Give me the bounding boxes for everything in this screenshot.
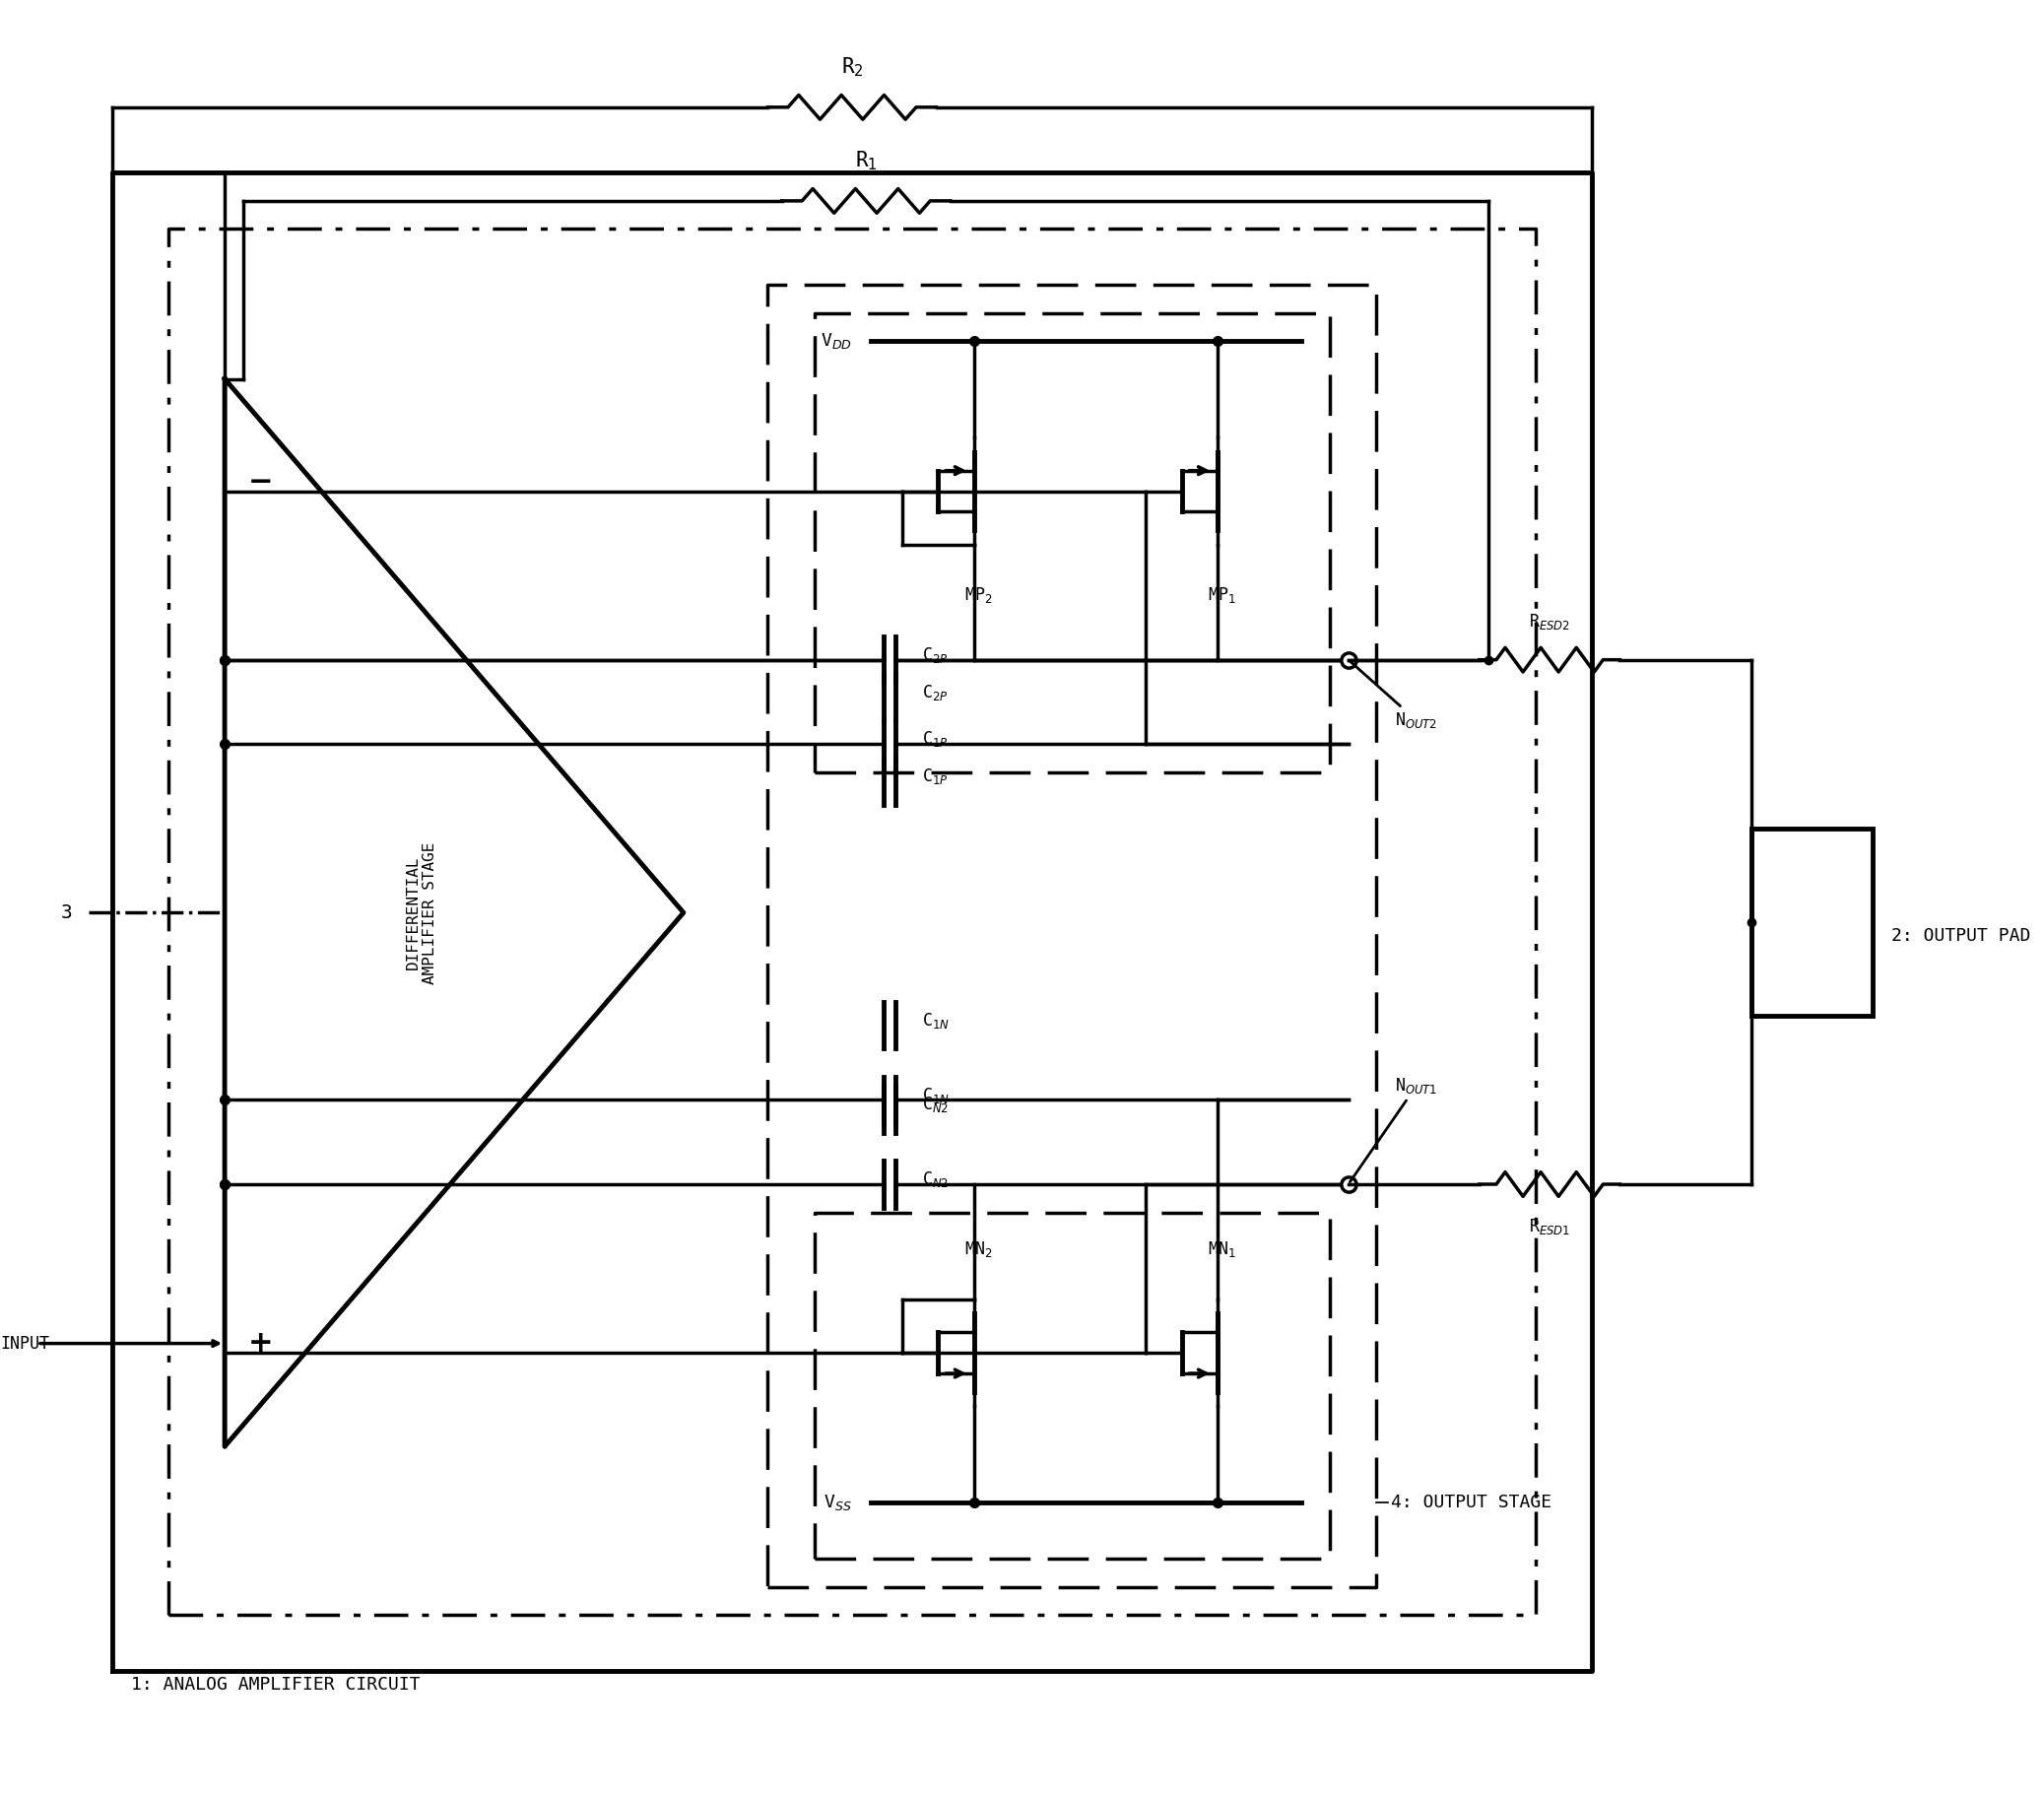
Text: C$_{2P}$: C$_{2P}$ — [922, 644, 948, 664]
Text: MP$_1$: MP$_1$ — [1208, 585, 1237, 605]
Text: C$_{1P}$: C$_{1P}$ — [922, 767, 948, 787]
Text: 2: OUTPUT PAD: 2: OUTPUT PAD — [1891, 927, 2030, 945]
Text: 4: OUTPUT STAGE: 4: OUTPUT STAGE — [1390, 1494, 1551, 1512]
Text: C$_{N2}$: C$_{N2}$ — [922, 1170, 948, 1190]
Text: V$_{DD}$: V$_{DD}$ — [822, 331, 852, 351]
Text: N$_{OUT1}$: N$_{OUT1}$ — [1349, 1076, 1437, 1183]
Text: 3: 3 — [61, 904, 72, 922]
Text: C$_{1P}$: C$_{1P}$ — [922, 729, 948, 749]
Text: R$_{ESD1}$: R$_{ESD1}$ — [1529, 1217, 1570, 1237]
Text: C$_{2P}$: C$_{2P}$ — [922, 682, 948, 702]
Text: N$_{OUT2}$: N$_{OUT2}$ — [1351, 662, 1437, 731]
Text: INPUT: INPUT — [0, 1334, 49, 1352]
Text: MN$_1$: MN$_1$ — [1208, 1240, 1237, 1260]
Text: R$_2$: R$_2$ — [840, 56, 863, 79]
Text: V$_{SS}$: V$_{SS}$ — [824, 1492, 852, 1512]
Text: C$_{1N}$: C$_{1N}$ — [922, 1085, 950, 1105]
Text: R$_1$: R$_1$ — [854, 149, 877, 173]
Text: DIFFERENTIAL
AMPLIFIER STAGE: DIFFERENTIAL AMPLIFIER STAGE — [405, 842, 437, 985]
Text: C$_{1N}$: C$_{1N}$ — [922, 1010, 950, 1030]
Text: R$_{ESD2}$: R$_{ESD2}$ — [1529, 612, 1570, 632]
Text: −: − — [247, 468, 272, 497]
Text: +: + — [247, 1328, 274, 1357]
Bar — [1752, 828, 1872, 1015]
Text: C$_{N2}$: C$_{N2}$ — [922, 1094, 948, 1114]
Text: MP$_2$: MP$_2$ — [965, 585, 993, 605]
Text: MN$_2$: MN$_2$ — [965, 1240, 993, 1260]
Text: 1: ANALOG AMPLIFIER CIRCUIT: 1: ANALOG AMPLIFIER CIRCUIT — [131, 1676, 421, 1694]
